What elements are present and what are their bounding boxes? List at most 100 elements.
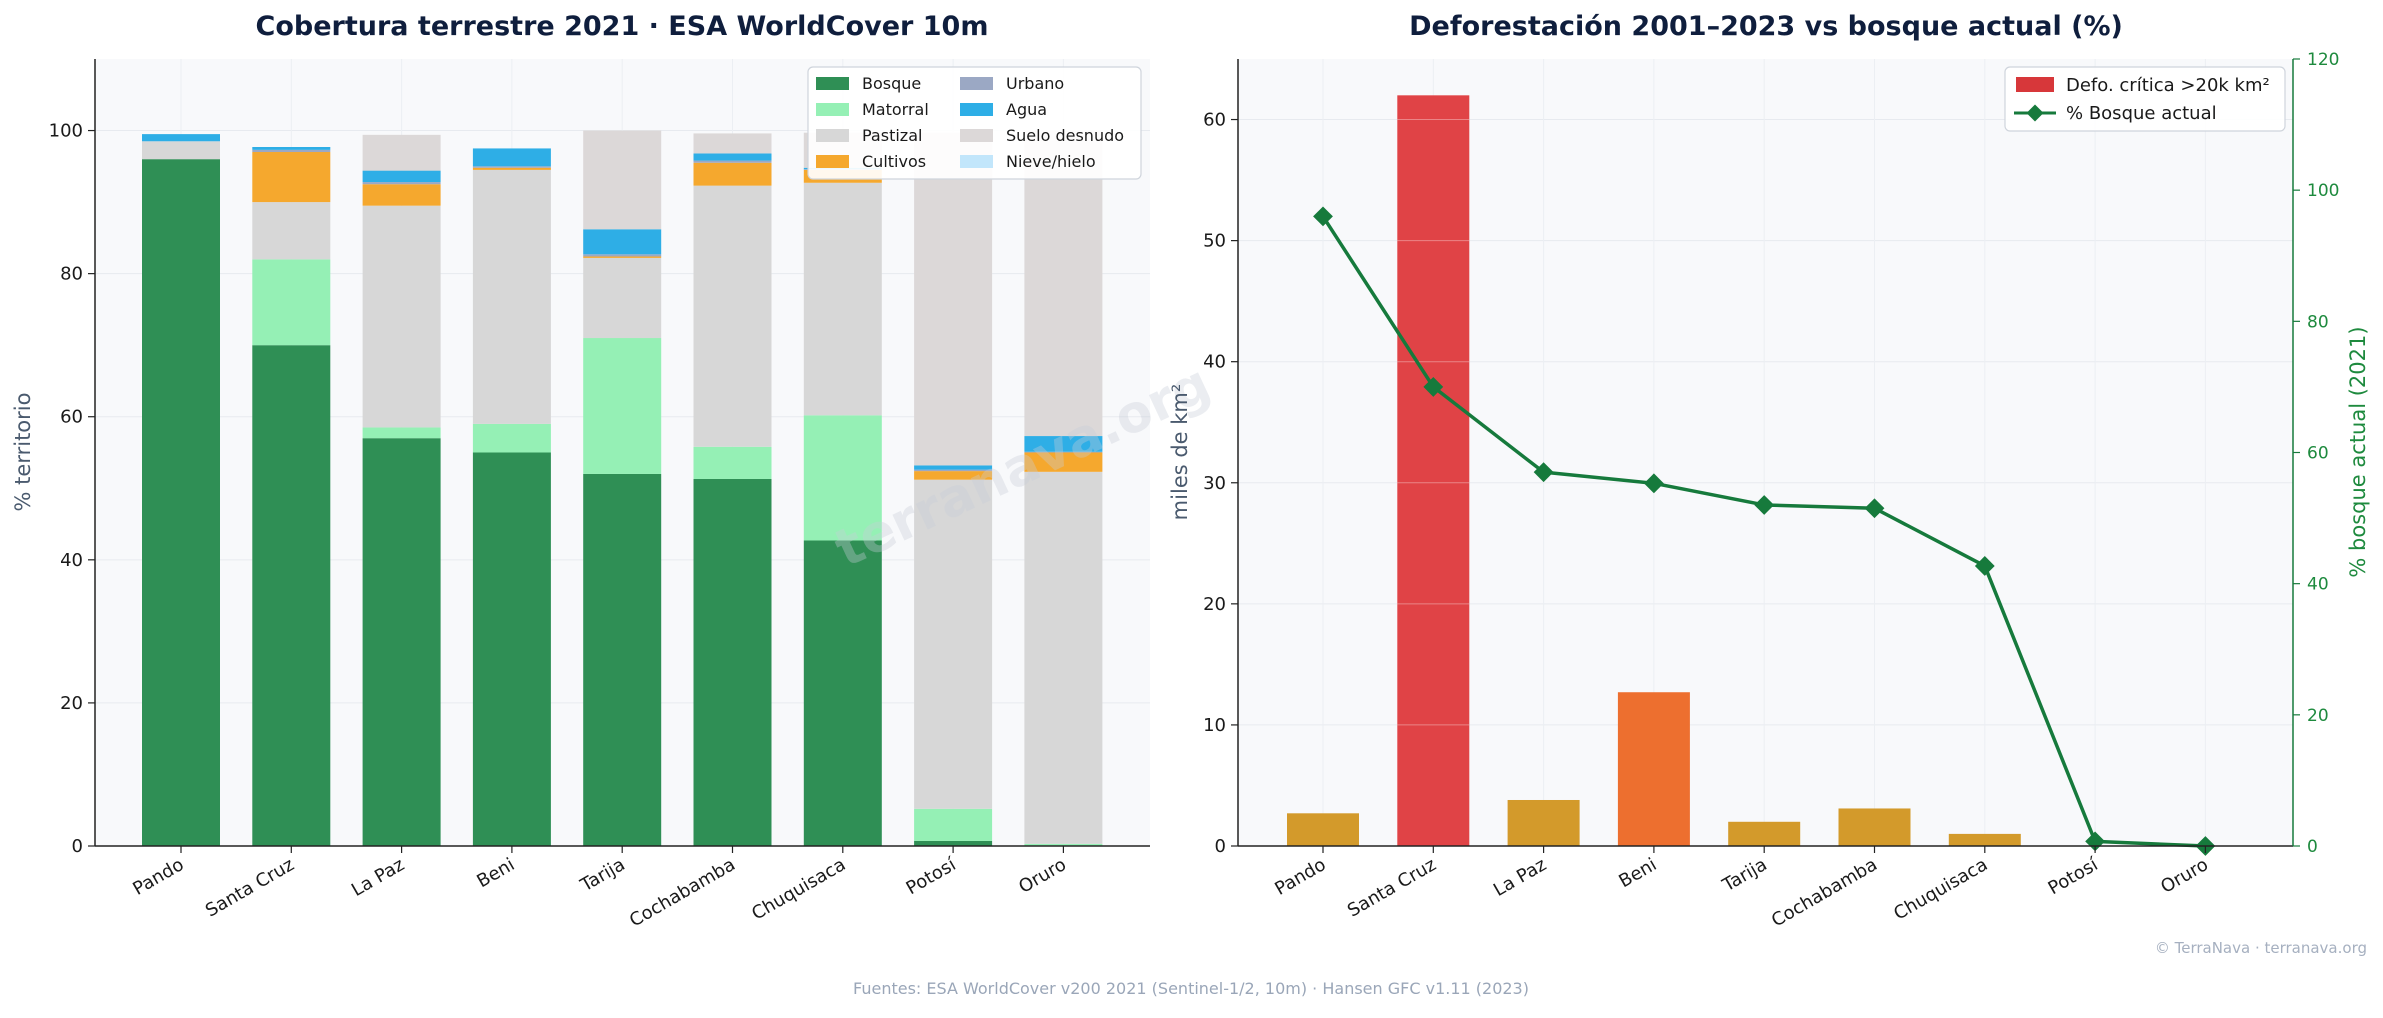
- left-legend-swatch-agua: [960, 103, 993, 116]
- left-bar-beni-urbano: [472, 166, 551, 168]
- left-bar-oruro-pastizal: [1024, 471, 1103, 844]
- right-x-tick-label: Potosí: [2045, 854, 2103, 900]
- right-bar-pando: [1287, 813, 1359, 846]
- left-bar-beni-agua: [472, 148, 551, 167]
- right-forest-point-pando: [1313, 206, 1333, 227]
- left-legend-items: Bosque Matorral Pastizal Cultivos Urbano Agua…: [816, 74, 1124, 171]
- left-legend-box: [807, 66, 1142, 180]
- right-bar-beni: [1617, 692, 1690, 846]
- right-x-tick-label: Pando: [1271, 854, 1329, 900]
- right-legend-label-critical: Defo. crítica >20k km²: [2066, 75, 2270, 96]
- right-legend-swatch-critical: [2016, 77, 2054, 92]
- right-forest-point-chuquisaca: [1974, 556, 1995, 576]
- sources-footer: Fuentes: ESA WorldCover v200 2021 (Senti…: [853, 979, 1529, 998]
- left-bar-la-paz-pastizal: [362, 205, 441, 428]
- left-y-axis-label: % territorio: [11, 393, 35, 512]
- right-y-ticks: 0 10 20 30 40 50 60: [1203, 110, 1238, 857]
- left-legend-swatch-urbano: [960, 77, 993, 90]
- left-bar-santa-cruz-matorral: [252, 259, 331, 346]
- left-x-tick-label: Oruro: [1015, 854, 1070, 898]
- left-bar-chuquisaca-matorral: [803, 415, 882, 541]
- left-bar-cochabamba-urbano: [693, 160, 772, 163]
- right-legend: Defo. crítica >20k km² % Bosque actual: [2004, 66, 2286, 132]
- credit-text: © TerraNava · terranava.org: [2155, 939, 2367, 957]
- right-bars: [1287, 95, 2021, 847]
- left-bar-cochabamba-bosque: [693, 478, 772, 846]
- left-x-tick-label: Pando: [129, 854, 187, 900]
- right-x-ticks: Pando Santa Cruz La Paz Beni TarijaCochabamb…: [1271, 846, 2212, 932]
- left-bar-potosi-cultivos: [914, 471, 993, 480]
- right-x-tick-label: Oruro: [2157, 854, 2212, 898]
- left-bars: [142, 130, 1103, 846]
- left-bar-santa-cruz-agua: [252, 147, 331, 150]
- left-x-tick-label: Cochabamba: [626, 854, 739, 931]
- left-bar-santa-cruz-cultivos: [252, 152, 331, 203]
- right-x-tick-label: Chuquisaca: [1890, 854, 1991, 924]
- left-bar-oruro-urbano: [1024, 451, 1103, 453]
- right-y2-ticks: 0 20 40 60 80 100 120: [2293, 50, 2339, 857]
- left-bar-tarija-urbano: [583, 254, 662, 257]
- left-bar-chuquisaca-pastizal: [803, 182, 882, 416]
- left-bar-pando-pastizal: [142, 141, 220, 160]
- left-y-tick-label: 40: [60, 550, 83, 571]
- left-legend-label-pastizal: Pastizal: [862, 126, 922, 145]
- left-bar-beni-matorral: [472, 423, 551, 453]
- right-y-tick-label: 30: [1203, 473, 1226, 494]
- right-forest-line: [1313, 206, 2216, 856]
- right-forest-point-cochabamba: [1864, 498, 1885, 519]
- left-bar-pando-agua: [142, 134, 220, 142]
- left-bar-potosi-suelo-desnudo: [914, 132, 993, 466]
- left-bar-la-paz-bosque: [362, 438, 441, 846]
- right-y-tick-label: 10: [1203, 715, 1226, 736]
- right-bar-santa-cruz: [1397, 95, 1470, 847]
- right-chart: 0 10 20 30 40 50 60 0 20 40 60 80 100 120 Pando Santa…: [1168, 11, 2370, 932]
- right-forest-point-la-paz: [1533, 462, 1554, 483]
- right-y2-tick-label: 80: [2307, 312, 2329, 332]
- right-forest-point-tarija: [1754, 495, 1775, 515]
- left-legend-swatch-pastizal: [816, 129, 849, 142]
- left-bar-potosi-bosque: [914, 840, 993, 846]
- left-legend-swatch-suelo-desnudo: [960, 129, 993, 142]
- left-y-tick-label: 80: [60, 264, 83, 285]
- left-bar-tarija-matorral: [583, 338, 662, 474]
- left-bar-tarija-agua: [583, 229, 662, 255]
- left-y-tick-label: 100: [49, 121, 83, 142]
- right-y-tick-label: 50: [1203, 231, 1226, 252]
- left-bar-beni-pastizal: [472, 169, 551, 424]
- left-bar-santa-cruz-bosque: [252, 345, 331, 846]
- left-bar-potosi-matorral: [914, 808, 993, 841]
- left-legend-label-nieve-hielo: Nieve/hielo: [1006, 152, 1096, 171]
- left-x-tick-label: Potosí: [903, 854, 961, 900]
- right-legend-box: [2004, 66, 2286, 132]
- left-x-tick-label: Beni: [473, 854, 518, 892]
- left-legend-label-suelo-desnudo: Suelo desnudo: [1006, 126, 1124, 145]
- left-bar-cochabamba-cultivos: [693, 162, 772, 186]
- left-bar-potosi-agua: [914, 465, 993, 470]
- left-y-tick-label: 20: [60, 693, 83, 714]
- right-y-tick-label: 0: [1215, 836, 1226, 857]
- right-y-axis-label: miles de km²: [1168, 384, 1192, 521]
- right-y2-tick-label: 60: [2307, 444, 2329, 464]
- right-bar-tarija: [1728, 821, 1801, 846]
- left-y-tick-label: 0: [72, 836, 83, 857]
- right-forest-point-santa-cruz: [1423, 377, 1444, 397]
- left-bar-oruro-agua: [1024, 436, 1103, 452]
- left-x-tick-label: Santa Cruz: [202, 854, 298, 921]
- right-plot-area: [1238, 59, 2293, 846]
- right-y2-axis-label: % bosque actual (2021): [2346, 326, 2370, 577]
- left-bar-cochabamba-agua: [693, 153, 772, 161]
- left-x-tick-label: Chuquisaca: [748, 854, 849, 924]
- left-bar-cochabamba-pastizal: [693, 185, 772, 447]
- left-bar-beni-cultivos: [472, 167, 551, 170]
- left-bar-beni-bosque: [472, 452, 551, 846]
- left-bar-tarija-suelo-desnudo: [583, 130, 662, 230]
- right-forest-point-beni: [1644, 473, 1664, 494]
- right-y2-tick-label: 100: [2307, 181, 2339, 201]
- left-bar-oruro-cultivos: [1024, 452, 1103, 472]
- left-bar-potosi-urbano: [914, 469, 993, 472]
- right-bar-cochabamba: [1838, 808, 1911, 846]
- left-bar-tarija-cultivos: [583, 256, 662, 258]
- left-legend: Bosque Matorral Pastizal Cultivos Urbano Agua…: [807, 66, 1142, 180]
